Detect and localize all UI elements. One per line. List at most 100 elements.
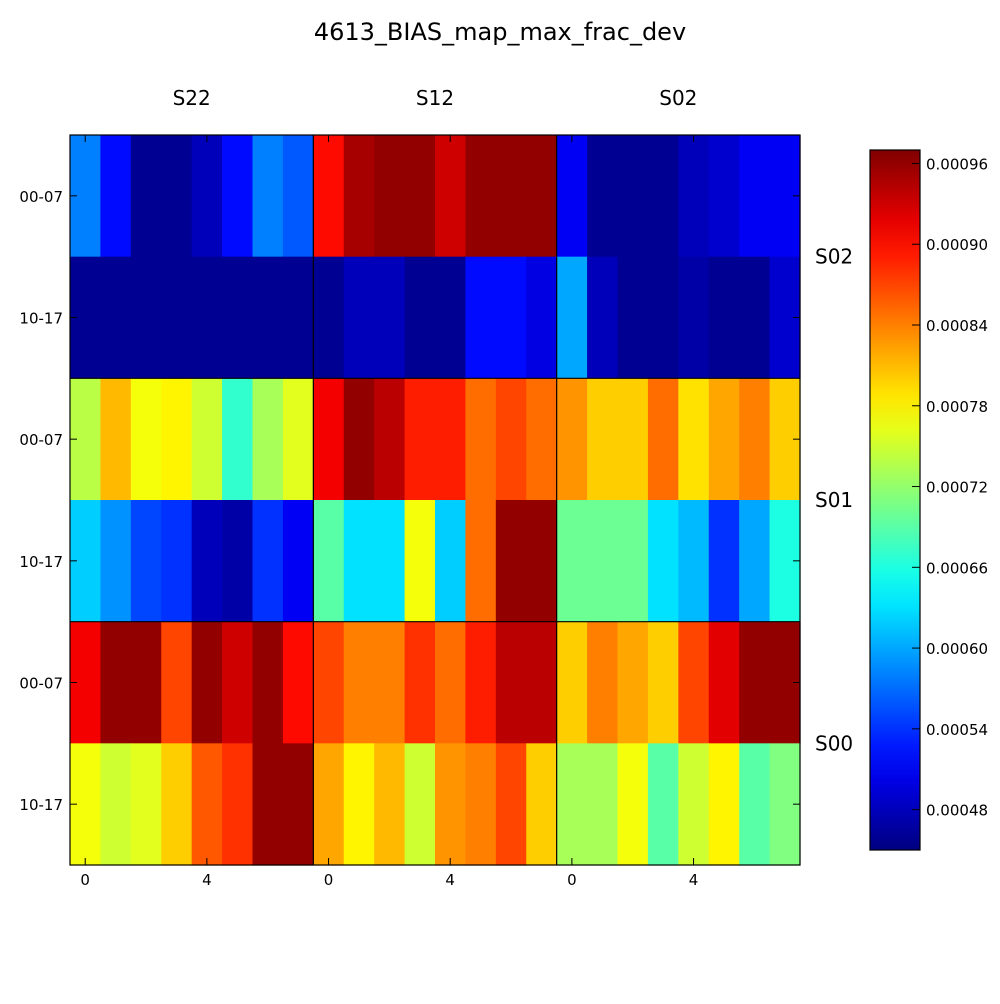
colorbar-tick-label: 0.00054: [926, 721, 988, 739]
heatmap-cell: [252, 621, 284, 744]
column-group-label: S12: [416, 86, 454, 110]
heatmap-cell: [678, 378, 710, 501]
heatmap-cell: [617, 621, 649, 744]
heatmap-cell: [222, 500, 254, 623]
heatmap-cell: [130, 743, 162, 866]
heatmap-cell: [678, 256, 710, 379]
x-tick-label: 4: [445, 871, 455, 889]
heatmap-cell: [404, 256, 436, 379]
colorbar-gradient: [869, 149, 921, 851]
heatmap-cell: [556, 500, 588, 623]
heatmap-cell: [100, 256, 132, 379]
heatmap-cell: [617, 135, 649, 258]
heatmap-cell: [343, 378, 375, 501]
column-group-label: S02: [659, 86, 697, 110]
heatmap-cell: [313, 500, 345, 623]
heatmap-cell: [374, 743, 406, 866]
heatmap-cell: [556, 621, 588, 744]
row-group-label: S01: [815, 488, 853, 512]
colorbar-tick-label: 0.00096: [926, 155, 988, 173]
heatmap-cell: [222, 256, 254, 379]
heatmap-cell: [161, 378, 193, 501]
heatmap-cell: [435, 500, 467, 623]
heatmap-cell: [343, 743, 375, 866]
heatmap-cell: [465, 621, 497, 744]
heatmap-cell: [343, 500, 375, 623]
plot-frame: [69, 134, 801, 866]
heatmap-frame: [69, 134, 801, 866]
heatmap-cell: [100, 743, 132, 866]
heatmap-cell: [191, 621, 223, 744]
heatmap-cell: [100, 621, 132, 744]
heatmap-cell: [465, 378, 497, 501]
heatmap-cell: [191, 135, 223, 258]
heatmap-cell: [130, 621, 162, 744]
heatmap-cell: [435, 135, 467, 258]
heatmap-cell: [526, 500, 558, 623]
heatmap-cell: [130, 378, 162, 501]
heatmap-cell: [556, 135, 588, 258]
heatmap-cell: [647, 378, 679, 501]
heatmap-cell: [739, 500, 771, 623]
heatmap-cell: [526, 378, 558, 501]
x-tick-label: 0: [567, 871, 577, 889]
heatmap-cell: [252, 500, 284, 623]
heatmap-cell: [617, 378, 649, 501]
heatmap-cell: [708, 378, 740, 501]
heatmap-cell: [435, 621, 467, 744]
heatmap-cell: [404, 743, 436, 866]
heatmap-cell: [343, 256, 375, 379]
y-tick-label: 00-07: [19, 675, 63, 693]
heatmap-cell: [495, 500, 527, 623]
heatmap-cell: [435, 256, 467, 379]
heatmap-cell: [587, 621, 619, 744]
y-tick-label: 10-17: [19, 310, 63, 328]
heatmap-cell: [435, 743, 467, 866]
heatmap-cell: [343, 135, 375, 258]
heatmap-cell: [191, 743, 223, 866]
heatmap-cell: [739, 135, 771, 258]
heatmap-cell: [404, 621, 436, 744]
heatmap-cell: [617, 256, 649, 379]
heatmap-cell: [374, 378, 406, 501]
x-tick-label: 0: [324, 871, 334, 889]
heatmap-cell: [647, 743, 679, 866]
heatmap-cell: [191, 378, 223, 501]
heatmap-cell: [465, 135, 497, 258]
colorbar-tick-label: 0.00084: [926, 317, 988, 335]
heatmap-cell: [708, 500, 740, 623]
heatmap-cell: [739, 621, 771, 744]
heatmap-cell: [587, 135, 619, 258]
heatmap-cell: [313, 743, 345, 866]
heatmap-cell: [222, 135, 254, 258]
x-tick-label: 0: [80, 871, 90, 889]
y-tick-label: 00-07: [19, 431, 63, 449]
y-tick-label: 10-17: [19, 553, 63, 571]
heatmap-cell: [617, 743, 649, 866]
heatmap-cell: [495, 378, 527, 501]
heatmap-cell: [161, 135, 193, 258]
heatmap-cell: [495, 135, 527, 258]
heatmap-cell: [130, 135, 162, 258]
heatmap-cell: [404, 135, 436, 258]
x-tick-label: 4: [202, 871, 212, 889]
heatmap-cell: [526, 743, 558, 866]
heatmap-cell: [282, 135, 314, 258]
heatmap-cell: [647, 256, 679, 379]
heatmap-cell: [617, 500, 649, 623]
colorbar-tick-label: 0.00078: [926, 398, 988, 416]
heatmap-cell: [647, 500, 679, 623]
heatmap-cell: [708, 743, 740, 866]
heatmap-cell: [647, 621, 679, 744]
heatmap-cell: [465, 743, 497, 866]
heatmap-cell: [678, 743, 710, 866]
heatmap-cell: [739, 378, 771, 501]
heatmap-cell: [222, 378, 254, 501]
heatmap-cell: [313, 256, 345, 379]
heatmap-cell: [374, 621, 406, 744]
heatmap-cell: [374, 256, 406, 379]
heatmap-cell: [526, 135, 558, 258]
heatmap-cell: [100, 378, 132, 501]
